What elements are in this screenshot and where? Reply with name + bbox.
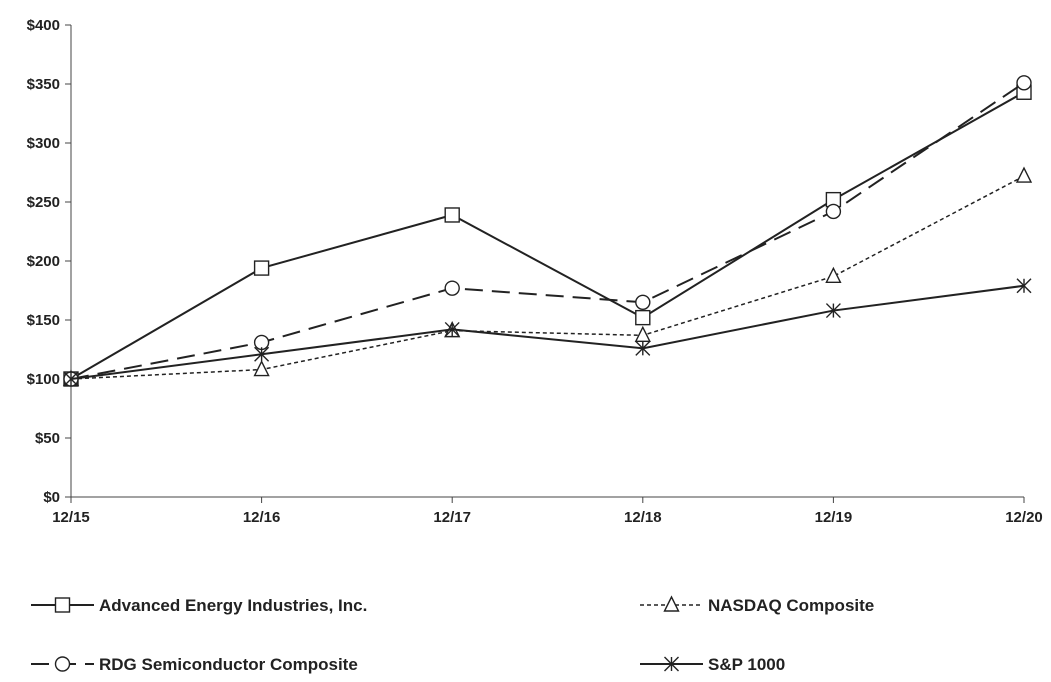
data-point-triangle (663, 595, 680, 612)
data-point-square (635, 309, 651, 326)
y-tick-label: $200 (27, 253, 60, 270)
data-point-circle (1016, 75, 1032, 91)
data-point-circle (825, 203, 842, 220)
y-tick-label: $150 (27, 312, 60, 329)
y-tick-label: $100 (27, 371, 60, 388)
legend: Advanced Energy Industries, Inc. NASDAQ C… (31, 595, 874, 674)
legend-label: S&P 1000 (708, 655, 785, 674)
data-point-asterisk (635, 340, 651, 356)
legend-entry: S&P 1000 (640, 655, 785, 674)
series-0 (63, 84, 1032, 387)
legend-entry: RDG Semiconductor Composite (31, 655, 358, 674)
data-point-triangle (825, 266, 842, 284)
data-point-circle (54, 656, 71, 672)
series-line (70, 81, 1025, 380)
data-point-asterisk (444, 321, 460, 337)
y-tick-label: $300 (27, 135, 60, 152)
x-tick-label: 12/17 (433, 509, 471, 526)
legend-label: RDG Semiconductor Composite (99, 655, 358, 674)
data-point-triangle (1015, 166, 1033, 183)
series-3 (63, 278, 1032, 387)
y-tick-label: $50 (35, 430, 60, 447)
series-line (70, 284, 1025, 380)
legend-label: NASDAQ Composite (708, 596, 874, 615)
x-tick-label: 12/16 (243, 509, 281, 526)
y-tick-label: $250 (27, 194, 60, 211)
data-point-asterisk (254, 346, 270, 362)
data-point-circle (444, 280, 460, 296)
legend-label: Advanced Energy Industries, Inc. (99, 596, 367, 615)
series-line (70, 175, 1025, 380)
data-point-triangle (253, 359, 270, 377)
y-tick-label: $350 (27, 76, 60, 93)
legend-entry: Advanced Energy Industries, Inc. (31, 596, 367, 615)
data-point-square (253, 260, 270, 276)
y-tick-label: $0 (43, 489, 60, 506)
series-line (70, 91, 1025, 380)
x-tick-label: 12/18 (624, 509, 662, 526)
axes: $0 $50 $100 $150 $200 $250 $300 $350 $400 12/15 12… (27, 17, 1043, 526)
data-point-asterisk (664, 656, 679, 672)
data-point-asterisk (63, 371, 79, 387)
y-tick-label: $400 (27, 17, 60, 34)
data-point-square (444, 207, 460, 223)
data-point-circle (635, 294, 651, 310)
data-point-square (54, 597, 71, 613)
legend-entry: NASDAQ Composite (640, 595, 874, 615)
x-tick-label: 12/15 (52, 509, 90, 526)
data-point-asterisk (1016, 278, 1032, 294)
x-tick-label: 12/20 (1005, 509, 1043, 526)
x-tick-label: 12/19 (815, 509, 853, 526)
data-point-asterisk (825, 303, 841, 319)
series-layer (62, 75, 1033, 387)
